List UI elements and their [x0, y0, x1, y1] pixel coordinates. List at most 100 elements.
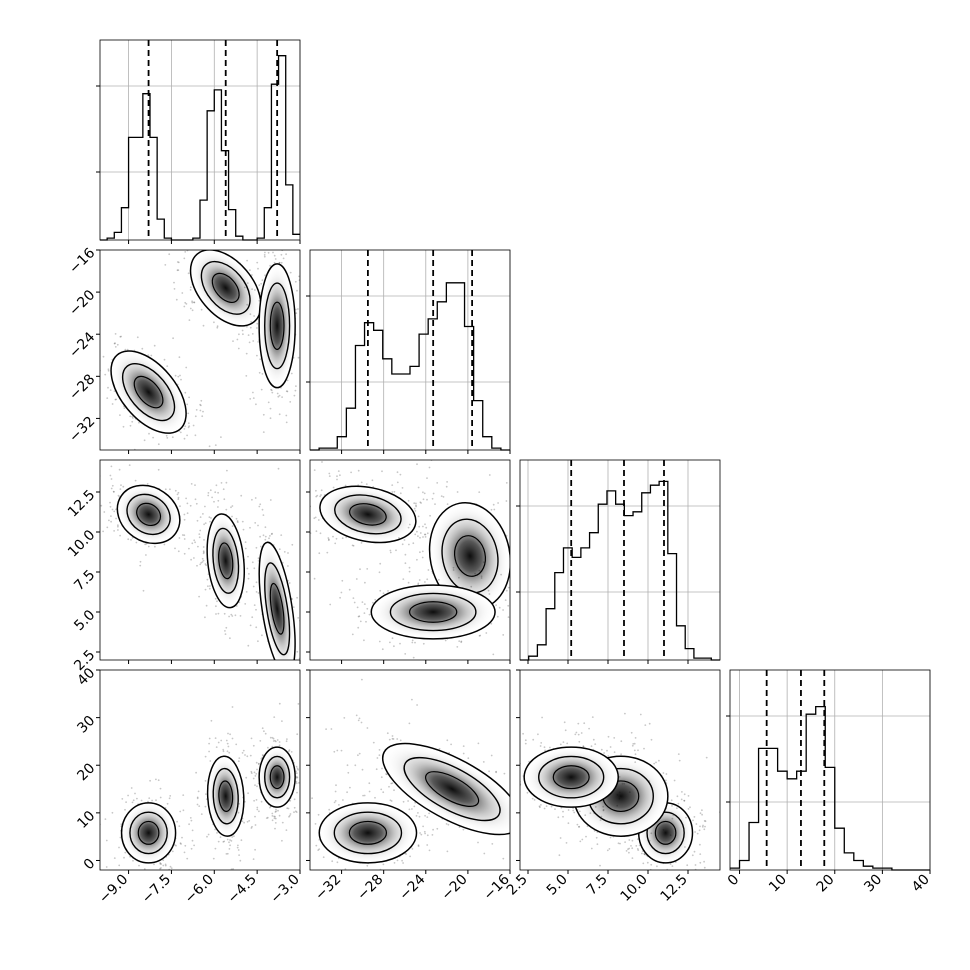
contour-mid [389, 592, 477, 632]
scatter-point [303, 683, 305, 685]
ytick-label: −28 [66, 371, 98, 403]
scatter-point [114, 346, 117, 348]
scatter-point [170, 867, 173, 869]
scatter-point [254, 815, 256, 818]
scatter-point [247, 792, 250, 795]
scatter-point [428, 849, 431, 852]
scatter-point [128, 464, 131, 466]
scatter-point [184, 391, 187, 394]
scatter-point [196, 796, 199, 799]
scatter-point [289, 661, 291, 663]
scatter-point [219, 836, 222, 838]
scatter-point [173, 281, 175, 284]
scatter-point [581, 838, 584, 841]
scatter-point [659, 876, 661, 878]
scatter-point [236, 846, 239, 849]
scatter-point [602, 805, 605, 808]
scatter-point [339, 474, 341, 477]
scatter-point [308, 329, 310, 331]
scatter-point [313, 577, 316, 580]
scatter-point [426, 834, 429, 837]
density-blob [523, 746, 619, 808]
scatter-point [179, 810, 182, 813]
scatter-point [191, 301, 194, 304]
contour-mid [646, 811, 685, 855]
scatter-point [188, 319, 191, 321]
scatter-point [273, 261, 276, 264]
scatter-point [247, 334, 250, 336]
scatter-point [199, 563, 202, 566]
scatter-point [280, 534, 283, 536]
scatter-point [105, 866, 108, 868]
scatter-point [230, 613, 233, 616]
scatter-point [189, 307, 192, 310]
scatter-point [422, 498, 425, 501]
scatter-point [442, 496, 445, 498]
scatter-point [275, 808, 277, 811]
scatter-point [252, 585, 255, 588]
scatter-point [393, 490, 396, 493]
scatter-point [482, 561, 485, 564]
scatter-point [159, 862, 162, 864]
scatter-point [371, 479, 374, 482]
scatter-point [361, 768, 364, 771]
scatter-point [583, 722, 586, 725]
scatter-point [191, 829, 194, 832]
scatter-point [138, 864, 140, 867]
scatter-point [195, 502, 198, 505]
scatter-point [423, 830, 426, 833]
histogram-panel-3 [726, 669, 931, 871]
scatter-point [258, 763, 260, 765]
scatter-point [138, 875, 140, 877]
scatter-point [206, 835, 208, 838]
scatter-point [186, 434, 189, 437]
scatter-point [202, 513, 204, 515]
scatter-point [701, 826, 704, 828]
scatter-point [239, 615, 242, 617]
scatter-point [577, 722, 580, 725]
scatter-point [502, 857, 505, 860]
xtick-label: −7.5 [139, 872, 174, 907]
scatter-point [564, 729, 567, 732]
scatter-point [249, 526, 251, 529]
scatter-point [253, 315, 256, 317]
scatter-point [623, 782, 626, 785]
contour-inner [453, 535, 487, 577]
scatter-point [344, 868, 347, 870]
density-blob [206, 513, 245, 609]
scatter-point [97, 472, 99, 474]
histogram-panel-0 [96, 39, 301, 241]
scatter-point [446, 481, 448, 483]
scatter-point [262, 534, 265, 537]
scatter-point [194, 434, 197, 437]
scatter-point [337, 456, 339, 458]
scatter-point [94, 373, 96, 375]
scatter-point [270, 389, 273, 392]
scatter-point [241, 752, 244, 754]
scatter-point [618, 797, 621, 800]
scatter-point [650, 738, 653, 741]
scatter-point [404, 553, 407, 556]
scatter-point [245, 776, 248, 779]
scatter-point [252, 858, 255, 860]
scatter-point [522, 732, 524, 735]
scatter-point [696, 832, 699, 835]
scatter-point [402, 862, 404, 864]
scatter-point [259, 358, 262, 361]
scatter-point [462, 828, 465, 831]
scatter-point [578, 826, 580, 828]
scatter-point [557, 816, 560, 819]
scatter-point [585, 835, 587, 838]
scatter-point [288, 749, 291, 751]
scatter-point [590, 745, 593, 748]
contour-mid [200, 260, 251, 315]
scatter-point [285, 253, 287, 256]
scatter-point [271, 532, 273, 535]
scatter-point [683, 799, 686, 802]
scatter-point [197, 790, 200, 793]
scatter-point [407, 526, 410, 529]
scatter-point [305, 495, 307, 497]
scatter-point [685, 816, 687, 819]
scatter-point [490, 754, 493, 757]
scatter-point [417, 515, 420, 518]
